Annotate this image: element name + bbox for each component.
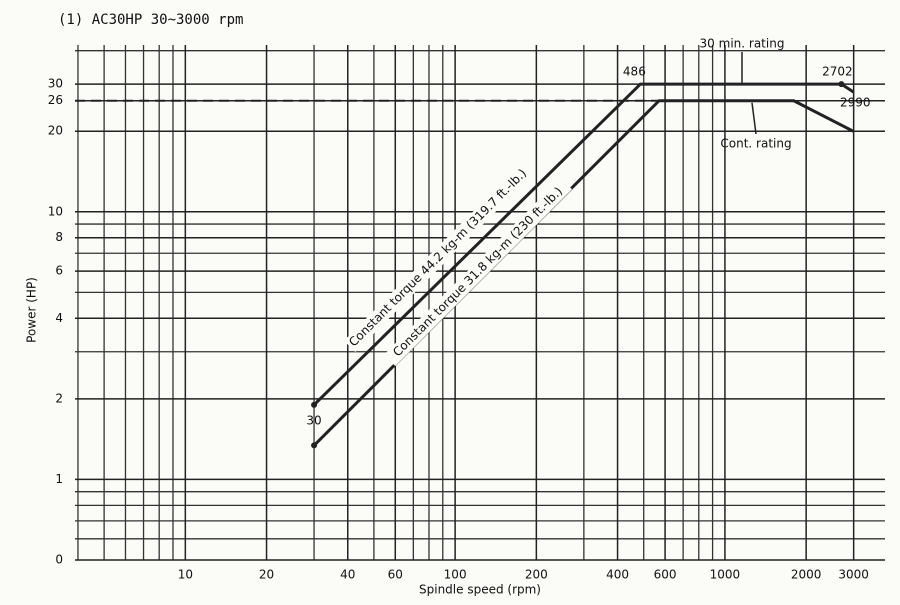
point-marker [311, 401, 318, 408]
y-axis-label: Power (HP) [25, 277, 39, 343]
y-tick-label: 26 [48, 93, 63, 107]
y-tick-label: 30 [48, 77, 63, 91]
x-tick-label: 20 [259, 568, 274, 582]
x-tick-label: 10 [178, 568, 193, 582]
point-label: 30 [306, 413, 321, 427]
y-tick-label: 0 [55, 553, 63, 567]
x-tick-label: 600 [654, 568, 677, 582]
series-line [313, 82, 855, 406]
y-tick-label: 8 [55, 230, 63, 244]
y-tick-label: 6 [55, 264, 63, 278]
y-tick-label: 4 [55, 311, 63, 325]
x-tick-label: 3000 [838, 568, 869, 582]
x-tick-label: 400 [606, 568, 629, 582]
x-tick-label: 1000 [710, 568, 741, 582]
point-marker [838, 81, 845, 88]
y-tick-label: 10 [48, 204, 63, 218]
x-tick-label: 40 [340, 568, 355, 582]
point-label: 486 [623, 65, 646, 79]
point-marker [311, 442, 318, 449]
x-tick-label: 2000 [791, 568, 822, 582]
y-tick-label: 1 [55, 472, 63, 486]
series-label: 30 min. rating [700, 37, 785, 51]
x-tick-label: 100 [444, 568, 467, 582]
annotation-background [383, 177, 573, 367]
series-label: Cont. rating [720, 137, 791, 151]
leader-line [751, 102, 757, 135]
point-label: 2702 [822, 65, 853, 79]
x-tick-label: 60 [388, 568, 403, 582]
point-label: 2990 [840, 96, 871, 110]
x-axis-label: Spindle speed (rpm) [419, 583, 541, 597]
x-tick-label: 200 [525, 568, 548, 582]
annotation-background [343, 163, 533, 353]
chart-title: (1) AC30HP 30~3000 rpm [58, 12, 243, 28]
y-tick-label: 2 [55, 391, 63, 405]
y-tick-label: 20 [48, 124, 63, 138]
